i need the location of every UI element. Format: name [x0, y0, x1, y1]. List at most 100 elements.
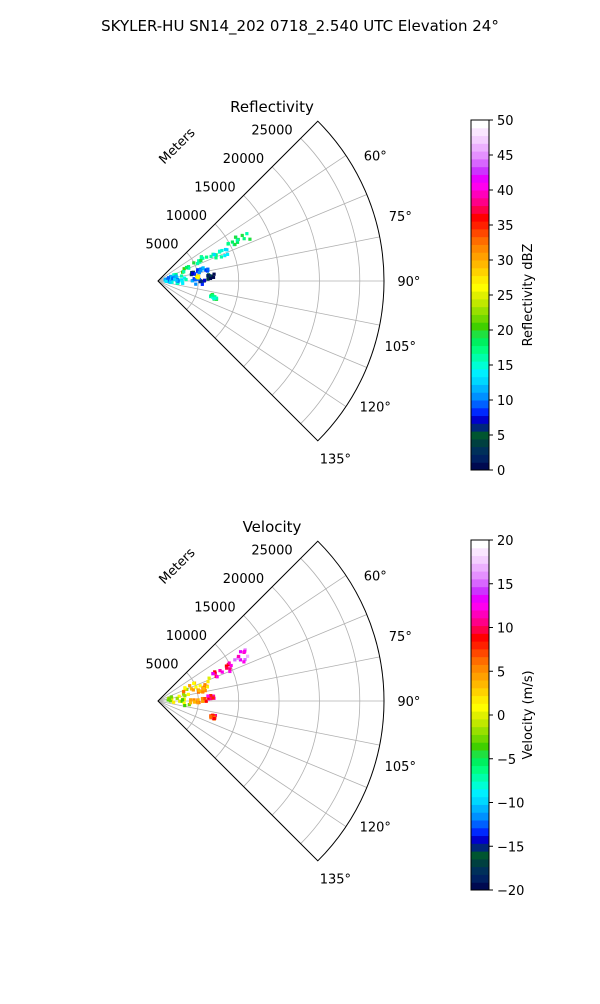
- echo-gate: [199, 268, 203, 273]
- echo-gate: [196, 698, 200, 702]
- colorbar-segment: [471, 547, 489, 557]
- echo-gate: [192, 700, 197, 704]
- echo-gate: [197, 277, 202, 282]
- echo-gate: [184, 265, 189, 270]
- colorbar-tick-label: 15: [497, 578, 514, 593]
- echo-gate: [192, 261, 196, 265]
- colorbar-segment: [471, 392, 489, 401]
- echo-gate: [181, 692, 186, 696]
- echo-gate: [207, 696, 211, 700]
- echo-gate: [229, 663, 233, 668]
- colorbar-tick-label: 5: [497, 429, 505, 444]
- echo-gate: [206, 694, 210, 698]
- echo-gate: [197, 689, 201, 693]
- velocity-plot-title: Velocity: [243, 518, 302, 536]
- sector-boundary: [157, 120, 385, 442]
- echo-gate: [182, 701, 186, 705]
- echo-gate: [194, 685, 198, 689]
- echo-gate: [211, 713, 215, 717]
- echo-gate: [211, 672, 215, 676]
- colorbar-segment: [471, 275, 489, 284]
- azimuth-gridline: [157, 700, 347, 827]
- azimuth-gridline: [157, 194, 367, 282]
- echo-gate: [211, 694, 215, 698]
- echo-gate: [183, 686, 187, 690]
- colorbar-segment: [471, 260, 489, 269]
- radial-tick-label: 10000: [166, 629, 207, 644]
- radial-tick-label: 5000: [145, 237, 178, 252]
- echo-gate: [163, 277, 168, 281]
- echo-layer: [163, 232, 252, 301]
- azimuth-tick-label: 135°: [320, 452, 351, 467]
- echo-gate: [210, 295, 215, 299]
- colorbar-segment: [471, 695, 489, 704]
- colorbar-segment: [471, 594, 489, 603]
- radial-tick-label: 25000: [251, 123, 292, 138]
- echo-gate: [233, 242, 237, 247]
- echo-gate: [204, 699, 208, 703]
- colorbar-tick-label: −15: [497, 840, 524, 855]
- echo-gate: [192, 681, 196, 685]
- echo-gate: [183, 694, 187, 698]
- colorbar-tick-label: 30: [497, 254, 514, 269]
- colorbar-segment: [471, 298, 489, 308]
- echo-gate: [215, 675, 219, 679]
- colorbar-segment: [471, 711, 489, 720]
- echo-gate: [180, 278, 184, 282]
- colorbar-segment: [471, 330, 489, 339]
- echo-gate: [200, 696, 205, 701]
- reflectivity-sector: 5000 10000 15000 20000 25000 60° 75° 90° 105° 120…: [145, 120, 420, 467]
- reflectivity-plot-title: Reflectivity: [230, 98, 314, 116]
- echo-gate: [182, 270, 186, 274]
- colorbar-segment: [471, 337, 489, 347]
- colorbar-segment: [471, 314, 489, 323]
- colorbar-segment: [471, 127, 489, 137]
- echo-gate: [226, 242, 230, 246]
- colorbar-tick-label: 50: [497, 114, 514, 129]
- azimuth-gridline: [157, 614, 367, 702]
- reflectivity-panel: Reflectivity 5000 10000 15000 20000 25000 60°…: [145, 98, 536, 479]
- velocity-sector: 5000 10000 15000 20000 25000 60° 75° 90° 105° 120…: [145, 540, 420, 887]
- echo-gate: [233, 235, 238, 239]
- echo-gate: [214, 253, 218, 257]
- colorbar-tick-label: 0: [497, 709, 505, 724]
- radial-tick-label: 20000: [223, 572, 264, 587]
- echo-gate: [182, 690, 186, 694]
- echo-gate: [205, 685, 209, 689]
- echo-gate: [238, 650, 243, 654]
- colorbar-segment: [471, 718, 489, 728]
- echo-gate: [191, 688, 195, 692]
- azimuth-gridline: [157, 656, 380, 702]
- colorbar-segment: [471, 773, 489, 782]
- echo-gate: [208, 276, 213, 281]
- reflectivity-radial-axis-label: Meters: [157, 125, 199, 167]
- echo-gate: [184, 277, 188, 282]
- echo-gate: [206, 680, 210, 684]
- azimuth-tick-label: 60°: [364, 150, 387, 165]
- colorbar-segment: [471, 252, 489, 261]
- echo-gate: [245, 654, 250, 658]
- colorbar-segment: [471, 205, 489, 214]
- echo-gate: [197, 271, 201, 275]
- colorbar-segment: [471, 368, 489, 378]
- echo-gate: [177, 694, 181, 698]
- echo-gate: [226, 663, 230, 667]
- echo-gate: [228, 667, 232, 671]
- colorbar-segment: [471, 151, 489, 160]
- echo-gate: [213, 296, 217, 300]
- colorbar-segment: [471, 190, 489, 199]
- colorbar-segment: [471, 648, 489, 658]
- colorbar-tick-label: 25: [497, 289, 514, 304]
- colorbar-segment: [471, 788, 489, 798]
- echo-gate: [224, 664, 229, 668]
- colorbar-segment: [471, 182, 489, 191]
- azimuth-gridline: [157, 700, 380, 746]
- colorbar-segment: [471, 617, 489, 627]
- velocity-panel: Velocity 5000 10000 15000 20000 25000 60° 75° 9…: [145, 518, 536, 899]
- colorbar-segment: [471, 641, 489, 650]
- colorbar-segment: [471, 555, 489, 564]
- echo-gate: [196, 268, 200, 272]
- echo-gate: [168, 280, 172, 285]
- colorbar-segment: [471, 804, 489, 813]
